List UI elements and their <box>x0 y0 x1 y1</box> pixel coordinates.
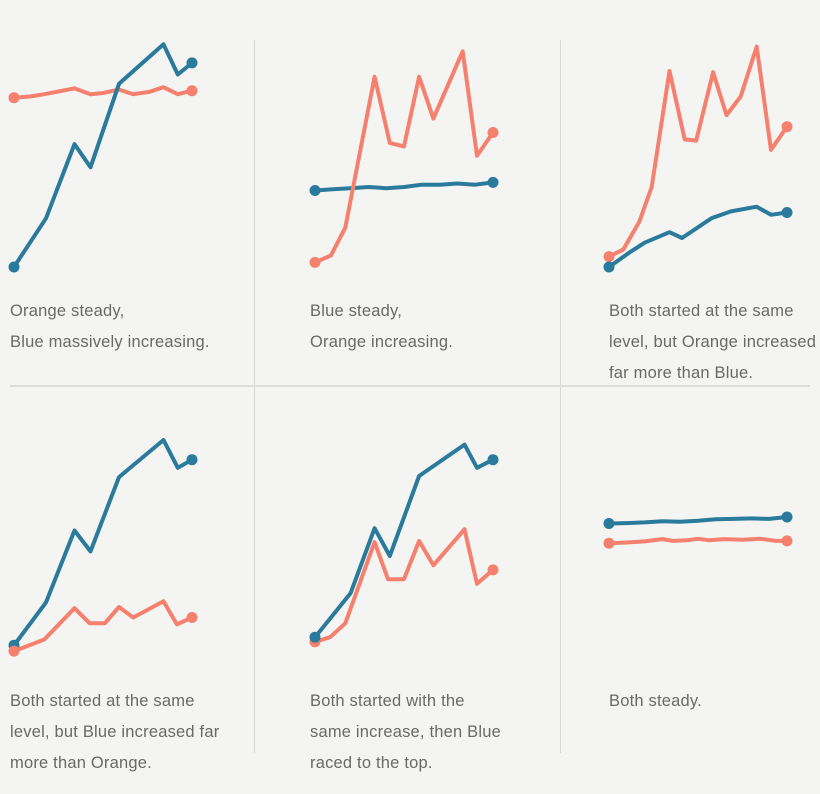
series-endpoint-dot-orange <box>309 256 321 268</box>
series-endpoint-dot-blue <box>309 631 321 643</box>
line-chart-blue-increased-more <box>8 438 198 657</box>
series-endpoint-dot-orange <box>186 85 198 97</box>
series-endpoint-dot-orange <box>781 535 793 547</box>
series-endpoint-dot-blue <box>309 185 321 196</box>
series-endpoint-dot-orange <box>487 127 499 138</box>
series-endpoint-dot-blue <box>603 261 615 273</box>
series-endpoint-dot-blue <box>487 176 499 188</box>
series-endpoint-dot-orange <box>781 121 793 133</box>
series-line-orange <box>607 536 789 546</box>
series-line-blue <box>12 42 194 269</box>
series-line-blue <box>12 438 194 648</box>
series-endpoint-dot-blue <box>8 261 20 273</box>
series-line-blue <box>313 180 495 193</box>
series-line-blue <box>607 515 789 526</box>
series-line-blue <box>607 204 789 269</box>
chart-cell-blue-steady-orange-increasing: Blue steady, Orange increasing. <box>255 0 561 386</box>
line-chart-blue-steady-orange-increasing <box>309 49 499 268</box>
chart-caption: Both started at the same level, but Oran… <box>609 302 817 382</box>
series-line-orange <box>12 599 194 654</box>
chart-cell-blue-raced-to-top: Both started with the same increase, the… <box>255 386 561 794</box>
chart-caption: Both started at the same level, but Blue… <box>10 692 220 772</box>
chart-cell-orange-increased-more: Both started at the same level, but Oran… <box>561 0 820 386</box>
series-line-orange <box>313 527 495 644</box>
series-endpoint-dot-blue <box>603 518 615 529</box>
chart-caption: Both steady. <box>609 692 702 710</box>
series-endpoint-dot-orange <box>8 92 20 104</box>
chart-caption: Orange steady, Blue massively increasing… <box>10 302 210 351</box>
series-line-blue <box>313 442 495 640</box>
chart-caption: Both started with the same increase, the… <box>310 692 501 772</box>
series-endpoint-dot-orange <box>8 645 20 657</box>
series-endpoint-dot-orange <box>487 564 499 576</box>
series-line-orange <box>607 44 789 259</box>
column-divider-1 <box>254 40 255 753</box>
series-endpoint-dot-blue <box>186 57 198 69</box>
series-endpoint-dot-blue <box>781 207 793 218</box>
series-endpoint-dot-blue <box>781 511 793 523</box>
line-chart-blue-raced-to-top <box>309 442 499 648</box>
series-endpoint-dot-blue <box>487 454 499 466</box>
line-chart-orange-steady-blue-increasing <box>8 42 198 273</box>
chart-caption: Blue steady, Orange increasing. <box>310 302 454 351</box>
series-endpoint-dot-orange <box>603 537 615 549</box>
chart-cell-blue-increased-more: Both started at the same level, but Blue… <box>0 386 255 794</box>
series-endpoint-dot-orange <box>603 251 615 263</box>
chart-cell-both-steady: Both steady. <box>561 386 820 794</box>
column-divider-2 <box>560 40 561 753</box>
line-chart-orange-increased-more <box>603 44 793 273</box>
chart-cell-orange-steady-blue-increasing: Orange steady, Blue massively increasing… <box>0 0 255 386</box>
series-endpoint-dot-orange <box>186 612 198 623</box>
line-chart-both-steady <box>603 511 793 549</box>
series-line-orange <box>313 49 495 265</box>
series-endpoint-dot-blue <box>186 454 198 466</box>
series-line-orange <box>12 85 194 100</box>
row-divider <box>10 385 810 387</box>
